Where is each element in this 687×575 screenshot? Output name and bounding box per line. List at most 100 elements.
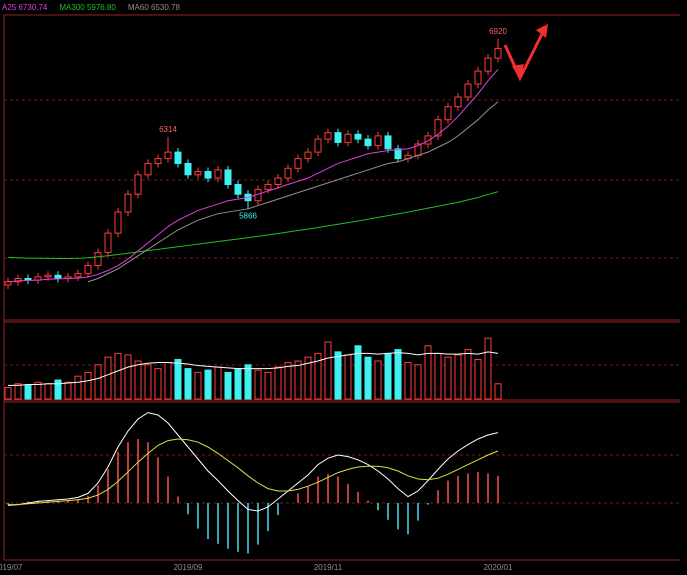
candle-body	[174, 151, 182, 164]
volume-bar	[444, 356, 452, 400]
volume-bar	[354, 345, 362, 400]
volume-bar	[454, 354, 462, 400]
x-tick-label: 2020/01	[484, 563, 513, 572]
candle-body	[374, 135, 382, 147]
candle-body	[364, 138, 372, 147]
candle-body	[484, 57, 492, 72]
candle-body	[344, 133, 352, 143]
candle-body	[214, 169, 222, 179]
volume-bar	[144, 364, 152, 400]
volume-bar	[434, 352, 442, 400]
volume-bar	[24, 384, 32, 400]
candle-body	[264, 184, 272, 190]
volume-bar	[374, 360, 382, 400]
candle-body	[354, 133, 362, 140]
x-tick-label: 2019/11	[314, 563, 343, 572]
candle-body	[54, 274, 62, 279]
volume-bar	[264, 371, 272, 400]
candle-body	[184, 162, 192, 176]
volume-bar	[224, 371, 232, 400]
candle-body	[134, 174, 142, 195]
volume-bar	[44, 383, 52, 400]
candle-body	[444, 106, 452, 121]
annotation: 6314	[159, 125, 177, 134]
candle-body	[104, 232, 112, 254]
volume-bar	[54, 379, 62, 400]
candle-body	[274, 177, 282, 186]
candle-body	[384, 135, 392, 150]
candle-body	[474, 70, 482, 85]
volume-bar	[74, 375, 82, 400]
volume-bar	[254, 369, 262, 400]
candle-body	[234, 184, 242, 195]
line-series	[8, 438, 499, 506]
volume-bar	[174, 358, 182, 400]
candle-body	[44, 274, 52, 278]
volume-bar	[474, 358, 482, 400]
candle-body	[194, 171, 202, 176]
line-series	[7, 412, 499, 512]
volume-bar	[294, 360, 302, 400]
volume-bar	[154, 368, 162, 400]
volume-bar	[404, 362, 412, 400]
candle-body	[204, 171, 212, 179]
volume-bar	[274, 366, 282, 400]
candle-body	[4, 281, 12, 286]
volume-bar	[214, 366, 222, 400]
arrow-head	[536, 24, 548, 38]
volume-bar	[194, 371, 202, 400]
volume-bar	[304, 356, 312, 400]
candle-body	[154, 158, 162, 164]
volume-bar	[234, 368, 242, 400]
volume-bar	[484, 337, 492, 400]
volume-bar	[414, 364, 422, 400]
volume-bar	[284, 362, 292, 400]
x-tick-label: 2019/07	[0, 563, 23, 572]
candle-body	[84, 265, 92, 275]
volume-bar	[494, 383, 502, 400]
volume-bar	[244, 364, 252, 400]
line-series	[7, 191, 499, 260]
candle-body	[424, 135, 432, 145]
candle-body	[464, 83, 472, 98]
candle-body	[114, 211, 122, 234]
volume-bar	[134, 360, 142, 400]
candle-body	[394, 148, 402, 160]
candle-body	[224, 169, 232, 186]
volume-bar	[114, 352, 122, 400]
volume-bar	[384, 352, 392, 400]
candle-body	[144, 162, 152, 176]
volume-bar	[104, 356, 112, 400]
candle-body	[284, 167, 292, 179]
candle-body	[294, 158, 302, 169]
x-tick-label: 2019/09	[174, 563, 203, 572]
candle-body	[94, 252, 102, 267]
candle-body	[334, 132, 342, 143]
legend-entry: A25 6730.74	[2, 3, 48, 12]
volume-bar	[424, 345, 432, 400]
volume-bar	[324, 341, 332, 400]
annotation: 5866	[239, 212, 257, 221]
line-series	[7, 69, 499, 283]
trend-arrow	[503, 31, 545, 82]
legend-entry: MA60 6530.78	[128, 3, 181, 12]
candle-body	[454, 96, 462, 108]
candle-body	[434, 119, 442, 137]
volume-bar	[94, 364, 102, 400]
volume-bar	[344, 354, 352, 400]
candle-body	[324, 132, 332, 140]
volume-bar	[164, 362, 172, 400]
volume-bar	[34, 381, 42, 400]
candle-body	[304, 151, 312, 160]
candle-body	[74, 273, 82, 278]
arrow-head	[512, 64, 524, 80]
volume-bar	[14, 383, 22, 400]
candle-body	[14, 277, 22, 283]
volume-bar	[334, 351, 342, 400]
candle-body	[124, 193, 132, 213]
volume-bar	[84, 371, 92, 400]
volume-bar	[464, 349, 472, 400]
volume-bar	[364, 356, 372, 400]
legend-entry: MA300 5976.80	[59, 3, 116, 12]
